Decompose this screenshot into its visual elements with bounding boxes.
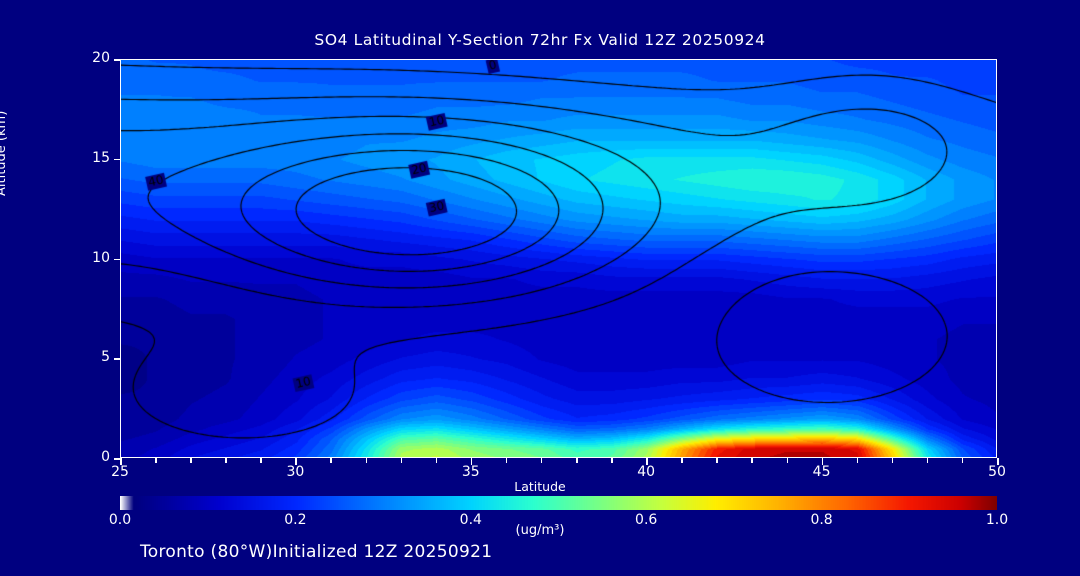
- y-axis-title: Altitude (km): [0, 110, 9, 196]
- plot-area: [120, 59, 997, 458]
- y-tick-label: 15: [92, 149, 110, 166]
- x-tick-mark: [926, 458, 929, 463]
- x-tick-label: 35: [461, 464, 480, 480]
- colorbar-units: (ug/m³): [515, 523, 565, 538]
- x-tick-mark: [190, 458, 192, 463]
- x-tick-mark: [470, 458, 473, 465]
- y-tick-label: 5: [101, 349, 110, 366]
- y-tick-mark: [114, 358, 121, 360]
- x-tick-mark: [225, 458, 227, 463]
- x-tick-mark: [891, 458, 894, 463]
- x-tick-mark: [997, 458, 999, 465]
- x-tick-mark: [751, 458, 753, 463]
- colorbar-tick-label: 1.0: [985, 512, 1009, 528]
- x-axis-title: Latitude: [514, 479, 566, 494]
- colorbar-tick-label: 0.8: [810, 512, 833, 528]
- x-tick-mark: [681, 458, 683, 463]
- x-tick-mark: [961, 458, 964, 463]
- colorbar-tick-label: 0.6: [635, 512, 658, 528]
- footer-caption: Toronto (80°W)Initialized 12Z 20250921: [140, 542, 493, 562]
- x-tick-label: 25: [111, 464, 129, 480]
- colorbar-tick-label: 0.0: [108, 512, 132, 528]
- x-tick-mark: [821, 458, 824, 465]
- y-tick-label: 10: [92, 249, 110, 266]
- y-tick-mark: [114, 458, 121, 460]
- chart-title: SO4 Latitudinal Y-Section 72hr Fx Valid …: [314, 31, 766, 49]
- x-tick-mark: [260, 458, 262, 463]
- colorbar: [120, 496, 997, 510]
- x-tick-mark: [856, 458, 859, 463]
- x-tick-mark: [540, 458, 543, 463]
- colorbar-tick-label: 0.2: [284, 512, 307, 528]
- x-tick-mark: [435, 458, 438, 463]
- colorbar-gradient: [120, 496, 997, 510]
- x-tick-label: 30: [286, 464, 305, 480]
- x-tick-mark: [330, 458, 332, 463]
- x-tick-mark: [576, 458, 578, 463]
- x-tick-mark: [155, 458, 157, 463]
- x-tick-mark: [400, 458, 403, 463]
- x-tick-mark: [786, 458, 789, 463]
- x-tick-mark: [611, 458, 613, 463]
- x-tick-mark: [716, 458, 718, 463]
- y-tick-mark: [114, 258, 121, 260]
- y-tick-mark: [114, 59, 121, 61]
- x-tick-label: 50: [988, 464, 1006, 480]
- y-tick-label: 0: [101, 449, 110, 465]
- colorbar-tick-label: 0.4: [459, 512, 482, 528]
- y-tick-mark: [114, 158, 121, 161]
- x-tick-label: 40: [637, 464, 656, 480]
- x-tick-mark: [505, 458, 508, 463]
- x-tick-mark: [120, 458, 122, 465]
- x-tick-mark: [365, 458, 368, 463]
- x-tick-mark: [295, 458, 297, 465]
- x-tick-mark: [646, 458, 648, 465]
- x-tick-label: 45: [812, 464, 831, 480]
- concentration-field: [121, 60, 996, 457]
- y-tick-label: 20: [92, 50, 110, 66]
